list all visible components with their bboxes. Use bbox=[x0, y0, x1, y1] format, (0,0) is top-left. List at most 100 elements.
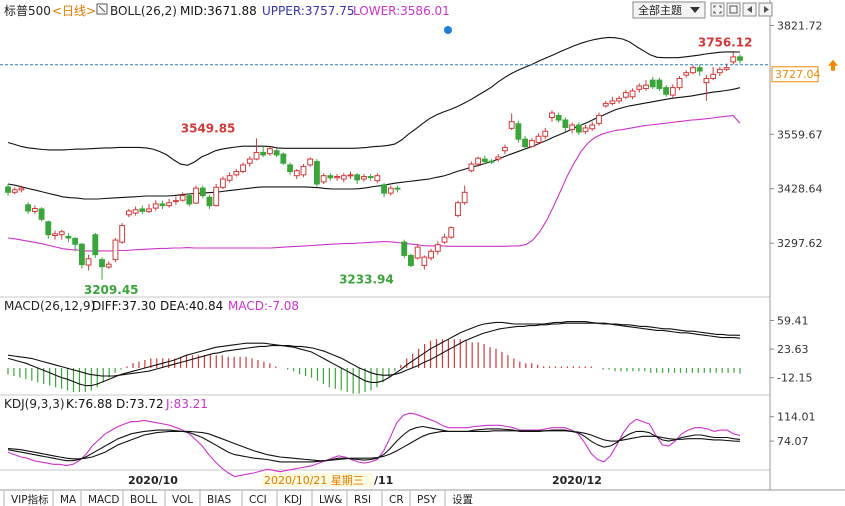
candle[interactable] bbox=[730, 52, 737, 65]
candle[interactable] bbox=[616, 95, 623, 104]
candle[interactable] bbox=[434, 241, 441, 255]
tab-x12[interactable]: 设置 bbox=[444, 491, 473, 506]
candle[interactable] bbox=[92, 233, 99, 258]
candle[interactable] bbox=[219, 176, 226, 189]
candle[interactable] bbox=[515, 120, 522, 143]
tab-kdj[interactable]: KDJ bbox=[276, 491, 302, 506]
candle[interactable] bbox=[643, 80, 649, 91]
tab-ma[interactable]: MA bbox=[52, 491, 77, 506]
scroll-right-icon[interactable] bbox=[758, 2, 773, 17]
candle[interactable] bbox=[710, 66, 717, 81]
candle[interactable] bbox=[266, 146, 273, 156]
candle[interactable] bbox=[193, 185, 199, 204]
candle[interactable] bbox=[85, 254, 92, 271]
tab-boll[interactable]: BOLL bbox=[122, 491, 157, 506]
tab-cci[interactable]: CCI bbox=[241, 491, 267, 506]
scroll-left-icon[interactable] bbox=[742, 2, 757, 17]
candle[interactable] bbox=[562, 117, 569, 132]
candle[interactable] bbox=[676, 76, 683, 91]
candle[interactable] bbox=[132, 206, 139, 216]
candle[interactable] bbox=[320, 173, 327, 184]
candle[interactable] bbox=[636, 83, 643, 93]
candle[interactable] bbox=[468, 161, 475, 173]
candle[interactable] bbox=[575, 122, 582, 135]
candle[interactable] bbox=[421, 255, 428, 270]
candle[interactable] bbox=[354, 173, 361, 184]
candle[interactable] bbox=[535, 133, 542, 145]
candle[interactable] bbox=[649, 76, 656, 90]
candle[interactable] bbox=[300, 164, 307, 178]
candle[interactable] bbox=[663, 85, 670, 97]
candle[interactable] bbox=[240, 162, 246, 174]
candle[interactable] bbox=[528, 138, 535, 148]
tab-psy[interactable]: PSY bbox=[409, 491, 437, 506]
candle[interactable] bbox=[622, 90, 629, 100]
candle[interactable] bbox=[99, 257, 105, 280]
tab-cr[interactable]: CR bbox=[381, 491, 404, 506]
candle[interactable] bbox=[609, 96, 616, 106]
candle[interactable] bbox=[522, 135, 529, 150]
tab-macd[interactable]: MACD bbox=[80, 491, 119, 506]
candle[interactable] bbox=[428, 248, 435, 261]
candle[interactable] bbox=[307, 157, 314, 167]
candle[interactable] bbox=[408, 253, 414, 268]
layout-icon[interactable] bbox=[726, 2, 741, 17]
candle[interactable] bbox=[683, 70, 690, 78]
event-marker-dot[interactable] bbox=[444, 26, 452, 34]
candle[interactable] bbox=[72, 237, 79, 252]
candle[interactable] bbox=[327, 173, 334, 181]
candle[interactable] bbox=[293, 169, 300, 180]
candle[interactable] bbox=[629, 88, 636, 100]
candle[interactable] bbox=[367, 174, 374, 181]
candle[interactable] bbox=[260, 146, 267, 157]
candle[interactable] bbox=[25, 202, 32, 214]
candle[interactable] bbox=[555, 112, 562, 123]
candle[interactable] bbox=[401, 239, 408, 258]
candle[interactable] bbox=[166, 198, 173, 208]
candle[interactable] bbox=[669, 84, 676, 98]
candle[interactable] bbox=[441, 233, 448, 244]
candle[interactable] bbox=[159, 200, 166, 209]
expand-icon[interactable] bbox=[710, 2, 725, 17]
candle[interactable] bbox=[582, 125, 589, 135]
candle[interactable] bbox=[455, 200, 461, 218]
candle[interactable] bbox=[340, 173, 347, 183]
candle[interactable] bbox=[589, 121, 596, 131]
tab-bias[interactable]: BIAS bbox=[199, 491, 231, 506]
candle[interactable] bbox=[502, 144, 508, 155]
candle[interactable] bbox=[287, 162, 293, 175]
tab-vip[interactable]: VIP指标 bbox=[3, 491, 49, 506]
candle[interactable] bbox=[334, 174, 340, 181]
tab-vol[interactable]: VOL bbox=[164, 491, 193, 506]
candle[interactable] bbox=[18, 185, 25, 193]
candle[interactable] bbox=[448, 226, 455, 239]
candle[interactable] bbox=[716, 66, 723, 76]
candle[interactable] bbox=[226, 172, 233, 183]
tab-rsi[interactable]: RSI bbox=[346, 491, 371, 506]
candle[interactable] bbox=[280, 152, 287, 165]
theme-dropdown[interactable] bbox=[632, 1, 706, 19]
candle[interactable] bbox=[414, 243, 421, 260]
candle[interactable] bbox=[703, 75, 710, 101]
candle[interactable] bbox=[119, 223, 126, 244]
candle[interactable] bbox=[549, 110, 555, 122]
candle[interactable] bbox=[656, 77, 663, 91]
candle[interactable] bbox=[139, 205, 146, 214]
candle[interactable] bbox=[38, 207, 45, 222]
candle[interactable] bbox=[347, 171, 354, 180]
tab-lw[interactable]: LW& bbox=[311, 491, 342, 506]
candle[interactable] bbox=[172, 196, 179, 205]
candle[interactable] bbox=[387, 185, 394, 196]
candle[interactable] bbox=[542, 127, 549, 140]
candle[interactable] bbox=[569, 122, 576, 134]
candle[interactable] bbox=[394, 185, 401, 193]
candle[interactable] bbox=[737, 54, 743, 64]
period-label[interactable]: <日线> bbox=[52, 4, 96, 18]
candle[interactable] bbox=[5, 184, 11, 196]
candle[interactable] bbox=[152, 200, 159, 211]
candle[interactable] bbox=[233, 169, 240, 177]
candle[interactable] bbox=[199, 185, 206, 199]
candle[interactable] bbox=[45, 220, 52, 239]
candle[interactable] bbox=[596, 112, 602, 126]
candle[interactable] bbox=[313, 159, 320, 187]
